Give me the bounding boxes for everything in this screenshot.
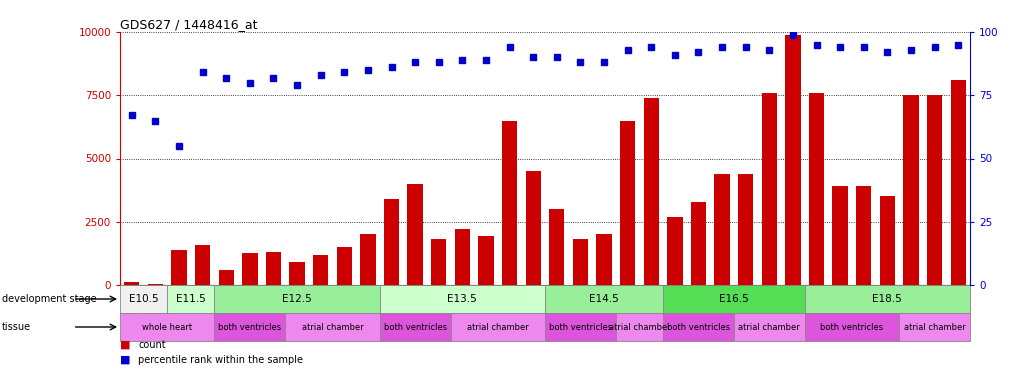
Bar: [379, 313, 450, 341]
Bar: [167, 285, 214, 313]
Bar: [407, 184, 423, 285]
Bar: [525, 171, 540, 285]
Bar: [666, 217, 682, 285]
Bar: [662, 285, 804, 313]
Bar: [242, 254, 257, 285]
Text: ■: ■: [120, 340, 133, 350]
Bar: [615, 313, 662, 341]
Text: E10.5: E10.5: [128, 294, 158, 304]
Text: E13.5: E13.5: [447, 294, 477, 304]
Bar: [379, 285, 544, 313]
Text: count: count: [139, 340, 166, 350]
Bar: [120, 313, 214, 341]
Bar: [195, 244, 210, 285]
Bar: [662, 313, 733, 341]
Text: E18.5: E18.5: [871, 294, 902, 304]
Text: ■: ■: [120, 355, 133, 365]
Text: percentile rank within the sample: percentile rank within the sample: [139, 355, 303, 365]
Bar: [313, 255, 328, 285]
Bar: [336, 247, 352, 285]
Bar: [713, 174, 729, 285]
Bar: [548, 209, 564, 285]
Text: E12.5: E12.5: [282, 294, 312, 304]
Bar: [926, 95, 942, 285]
Bar: [832, 186, 847, 285]
Bar: [785, 34, 800, 285]
Bar: [218, 270, 233, 285]
Text: atrial chamber: atrial chamber: [903, 322, 965, 332]
Bar: [171, 250, 186, 285]
Text: whole heart: whole heart: [142, 322, 193, 332]
Bar: [804, 313, 899, 341]
Bar: [761, 93, 776, 285]
Bar: [596, 234, 611, 285]
Text: E11.5: E11.5: [176, 294, 206, 304]
Bar: [454, 230, 470, 285]
Text: GDS627 / 1448416_at: GDS627 / 1448416_at: [120, 18, 257, 31]
Bar: [148, 284, 163, 285]
Bar: [383, 199, 398, 285]
Bar: [573, 240, 588, 285]
Bar: [950, 80, 965, 285]
Text: atrial chamber: atrial chamber: [302, 322, 363, 332]
Bar: [285, 313, 379, 341]
Text: E14.5: E14.5: [589, 294, 619, 304]
Text: atrial chamber: atrial chamber: [467, 322, 528, 332]
Text: E16.5: E16.5: [718, 294, 748, 304]
Bar: [733, 313, 804, 341]
Bar: [855, 186, 870, 285]
Bar: [431, 240, 446, 285]
Bar: [878, 196, 894, 285]
Text: both ventricles: both ventricles: [666, 322, 730, 332]
Bar: [643, 98, 658, 285]
Text: both ventricles: both ventricles: [218, 322, 281, 332]
Bar: [214, 313, 285, 341]
Bar: [544, 313, 615, 341]
Text: tissue: tissue: [2, 322, 32, 332]
Bar: [450, 313, 544, 341]
Bar: [266, 252, 281, 285]
Bar: [360, 234, 375, 285]
Text: atrial chamber: atrial chamber: [738, 322, 799, 332]
Bar: [124, 282, 140, 285]
Bar: [214, 285, 379, 313]
Bar: [899, 313, 969, 341]
Bar: [478, 236, 493, 285]
Bar: [903, 95, 918, 285]
Bar: [120, 285, 167, 313]
Bar: [289, 262, 305, 285]
Bar: [804, 285, 969, 313]
Bar: [544, 285, 662, 313]
Text: atrial chamber: atrial chamber: [608, 322, 669, 332]
Text: both ventricles: both ventricles: [548, 322, 611, 332]
Bar: [620, 120, 635, 285]
Bar: [501, 120, 517, 285]
Text: development stage: development stage: [2, 294, 97, 304]
Text: both ventricles: both ventricles: [819, 322, 882, 332]
Bar: [808, 93, 823, 285]
Bar: [690, 201, 705, 285]
Text: both ventricles: both ventricles: [383, 322, 446, 332]
Bar: [738, 174, 753, 285]
